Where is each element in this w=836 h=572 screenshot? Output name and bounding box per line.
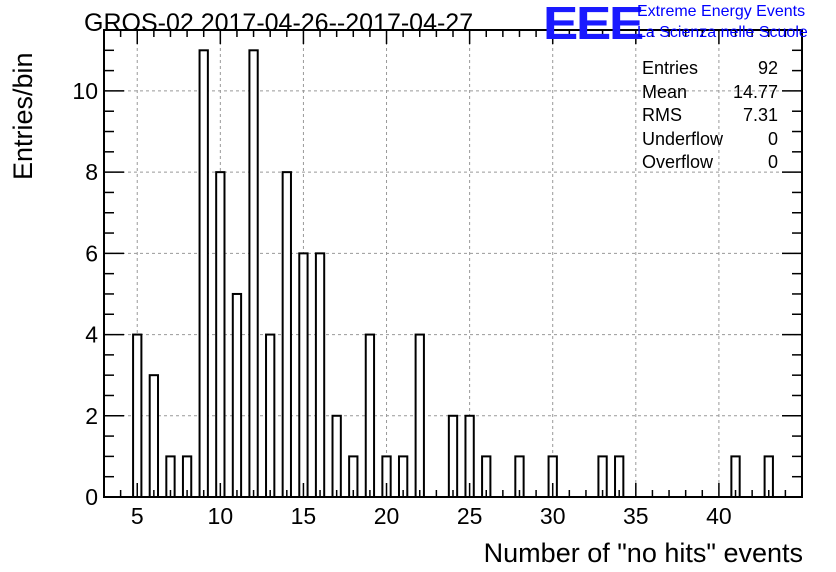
histogram-bar	[314, 252, 326, 498]
stat-row-rms: RMS 7.31	[636, 103, 782, 127]
histogram-bar	[215, 171, 226, 498]
stat-label: RMS	[642, 105, 682, 125]
stat-value: 7.31	[742, 105, 778, 125]
y-tick-label: 6	[85, 240, 98, 266]
y-tick-label: 2	[85, 403, 98, 429]
stat-row-entries: Entries 92	[636, 56, 782, 80]
x-tick-label: 25	[457, 503, 483, 529]
logo-text-line1: Extreme Energy Events	[637, 3, 806, 20]
histogram-bar	[281, 171, 292, 498]
stat-label: Underflow	[642, 128, 724, 149]
histogram-bar	[414, 333, 425, 498]
y-tick-label: 0	[85, 484, 98, 510]
y-tick-label: 10	[72, 78, 98, 104]
histogram-bar	[298, 252, 309, 498]
stat-label: Mean	[642, 81, 688, 102]
stat-row-overflow: Overflow 0	[636, 150, 782, 174]
x-axis-label: Number of "no hits" events	[483, 538, 803, 568]
x-tick-label: 15	[291, 503, 317, 529]
stat-row-underflow: Underflow 0	[636, 127, 782, 151]
x-tick-label: 30	[540, 503, 566, 529]
histogram-bar	[148, 374, 160, 499]
logo-text-line2: La Scienza nelle Scuole	[637, 24, 808, 41]
y-tick-label: 8	[85, 159, 98, 185]
stat-value: 14.77	[732, 81, 778, 102]
stat-value: 0	[767, 128, 778, 149]
histogram-bar	[265, 333, 276, 498]
stat-label: Overflow	[642, 152, 714, 172]
stats-box: Entries 92 Mean 14.77 RMS 7.31 Underflow…	[636, 56, 782, 174]
x-tick-label: 5	[131, 503, 144, 529]
stat-row-mean: Mean 14.77	[636, 80, 782, 104]
chart-title: GROS-02 2017-04-26--2017-04-27	[84, 9, 474, 37]
histogram-bar	[198, 49, 209, 498]
y-axis-label: Entries/bin	[8, 52, 38, 180]
x-tick-label: 35	[623, 503, 649, 529]
x-tick-label: 20	[374, 503, 400, 529]
histogram-bar	[248, 49, 259, 498]
histogram-bar	[231, 292, 243, 498]
eee-logo: EEE	[543, 0, 644, 49]
x-tick-label: 40	[706, 503, 732, 529]
histogram-bar	[447, 414, 459, 499]
histogram-bar	[331, 414, 342, 499]
y-tick-label: 4	[85, 322, 98, 348]
stat-value: 92	[757, 58, 778, 78]
histogram-bar	[364, 333, 376, 498]
stat-value: 0	[767, 152, 778, 172]
histogram-bar	[132, 333, 143, 498]
stat-label: Entries	[642, 58, 699, 78]
x-tick-label: 10	[208, 503, 234, 529]
